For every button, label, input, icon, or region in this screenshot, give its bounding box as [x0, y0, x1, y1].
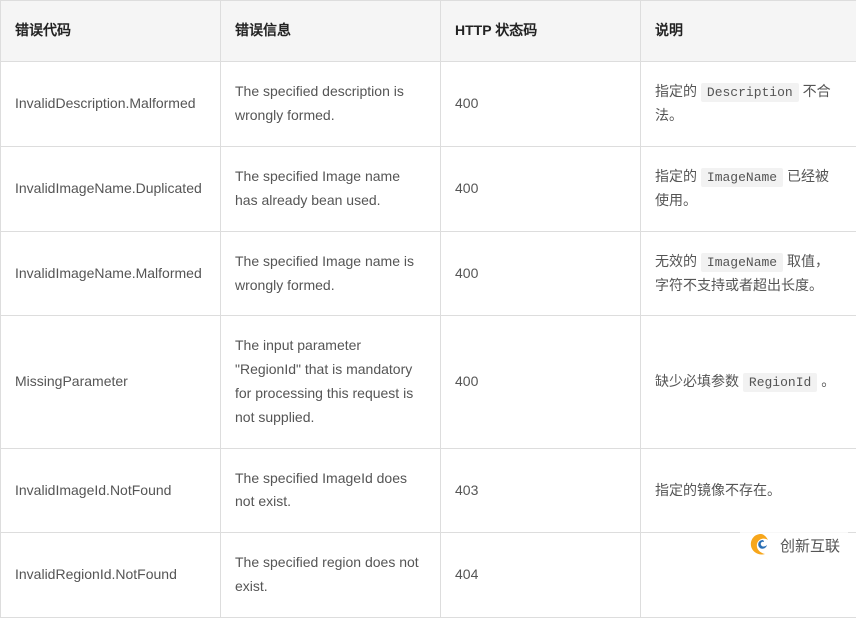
desc-text: 。 [817, 373, 835, 389]
desc-text: 无效的 [655, 253, 701, 269]
cell-error-msg: The specified Image name has already bea… [221, 146, 441, 231]
desc-code: ImageName [701, 253, 783, 272]
desc-text: 指定的 [655, 83, 701, 99]
cell-http-status: 403 [441, 448, 641, 533]
cell-description: 缺少必填参数 RegionId 。 [641, 316, 856, 448]
col-error-msg: 错误信息 [221, 1, 441, 62]
desc-text: 指定的镜像不存在。 [655, 482, 781, 498]
cell-error-code: MissingParameter [1, 316, 221, 448]
desc-code: Description [701, 83, 799, 102]
desc-text: 指定的 [655, 168, 701, 184]
col-error-code: 错误代码 [1, 1, 221, 62]
cell-description: 指定的镜像不存在。 [641, 448, 856, 533]
col-description: 说明 [641, 1, 856, 62]
cell-description: 指定的 ImageName 已经被使用。 [641, 146, 856, 231]
cell-error-code: InvalidDescription.Malformed [1, 61, 221, 146]
watermark: 创新互联 [740, 528, 848, 562]
watermark-text: 创新互联 [780, 535, 840, 556]
table-row: InvalidRegionId.NotFound The specified r… [1, 533, 856, 618]
desc-code: RegionId [743, 373, 817, 392]
cell-http-status: 400 [441, 146, 641, 231]
cell-error-code: InvalidImageName.Malformed [1, 231, 221, 316]
cell-http-status: 400 [441, 61, 641, 146]
col-http-status: HTTP 状态码 [441, 1, 641, 62]
cell-error-msg: The specified ImageId does not exist. [221, 448, 441, 533]
cell-http-status: 400 [441, 316, 641, 448]
cell-error-msg: The specified description is wrongly for… [221, 61, 441, 146]
desc-text: 缺少必填参数 [655, 373, 743, 389]
cell-description: 无效的 ImageName 取值，字符不支持或者超出长度。 [641, 231, 856, 316]
swirl-icon [748, 532, 774, 558]
table-row: MissingParameter The input parameter "Re… [1, 316, 856, 448]
error-code-table: 错误代码 错误信息 HTTP 状态码 说明 InvalidDescription… [0, 0, 856, 618]
table-row: InvalidDescription.Malformed The specifi… [1, 61, 856, 146]
cell-http-status: 400 [441, 231, 641, 316]
cell-error-code: InvalidImageId.NotFound [1, 448, 221, 533]
cell-description: 指定的 Description 不合法。 [641, 61, 856, 146]
cell-error-code: InvalidImageName.Duplicated [1, 146, 221, 231]
cell-error-msg: The specified Image name is wrongly form… [221, 231, 441, 316]
cell-error-code: InvalidRegionId.NotFound [1, 533, 221, 618]
cell-http-status: 404 [441, 533, 641, 618]
cell-error-msg: The specified region does not exist. [221, 533, 441, 618]
cell-error-msg: The input parameter "RegionId" that is m… [221, 316, 441, 448]
table-row: InvalidImageName.Duplicated The specifie… [1, 146, 856, 231]
desc-code: ImageName [701, 168, 783, 187]
table-row: InvalidImageId.NotFound The specified Im… [1, 448, 856, 533]
table-header-row: 错误代码 错误信息 HTTP 状态码 说明 [1, 1, 856, 62]
table-row: InvalidImageName.Malformed The specified… [1, 231, 856, 316]
